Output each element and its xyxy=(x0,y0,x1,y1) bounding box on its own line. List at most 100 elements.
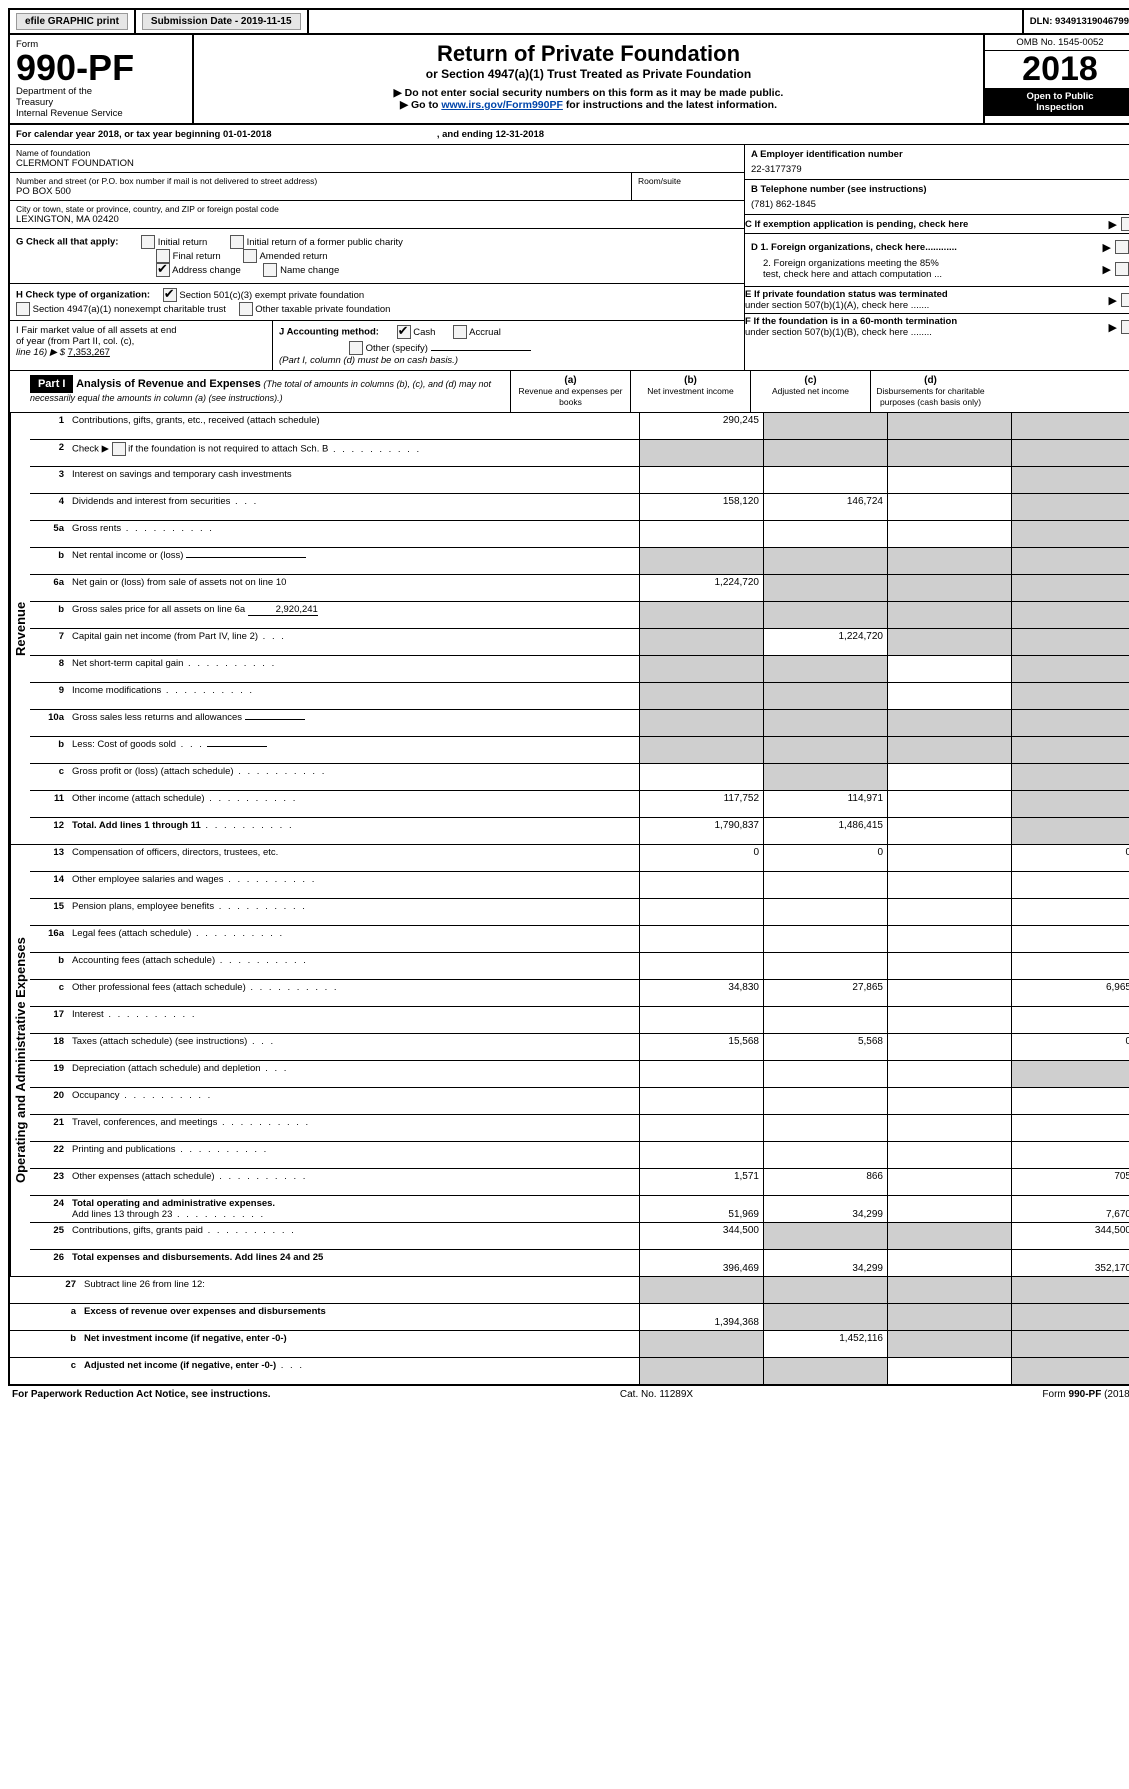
note-2-post: for instructions and the latest informat… xyxy=(566,99,777,111)
e2: under section 507(b)(1)(A), check here .… xyxy=(745,300,1105,311)
table-row: aExcess of revenue over expenses and dis… xyxy=(10,1304,1129,1331)
checkbox-f[interactable] xyxy=(1121,320,1129,334)
b-label: B Telephone number (see instructions) xyxy=(751,184,1129,195)
note-2-pre: ▶ Go to xyxy=(400,99,441,111)
h-501c3: Section 501(c)(3) exempt private foundat… xyxy=(179,290,364,301)
i-line2: of year (from Part II, col. (c), xyxy=(16,336,266,347)
g-amended: Amended return xyxy=(259,251,327,262)
checkbox-other-method[interactable] xyxy=(349,341,363,355)
phone-value: (781) 862-1845 xyxy=(751,199,1129,210)
foundation-city: LEXINGTON, MA 02420 xyxy=(16,214,738,225)
col-d-2: Disbursements for charitable purposes (c… xyxy=(876,386,984,407)
table-row: 27Subtract line 26 from line 12: xyxy=(10,1277,1129,1304)
col-a-2: Revenue and expenses per books xyxy=(519,386,623,407)
calendar-year-line: For calendar year 2018, or tax year begi… xyxy=(10,125,1129,145)
checkbox-sch-b[interactable] xyxy=(112,442,126,456)
col-c-1: (c) xyxy=(804,375,816,386)
submission-date: Submission Date - 2019-11-15 xyxy=(142,13,301,30)
footer-left: For Paperwork Reduction Act Notice, see … xyxy=(12,1389,271,1400)
table-row: 4Dividends and interest from securities1… xyxy=(30,494,1129,521)
table-row: 17Interest xyxy=(30,1007,1129,1034)
g-initial: Initial return xyxy=(158,237,208,248)
part1-label: Part I xyxy=(30,375,74,393)
checkbox-name-change[interactable] xyxy=(263,263,277,277)
f1: F If the foundation is in a 60-month ter… xyxy=(745,316,1105,327)
table-row: cAdjusted net income (if negative, enter… xyxy=(10,1358,1129,1385)
checkbox-c[interactable] xyxy=(1121,217,1129,231)
table-row: 5aGross rents xyxy=(30,521,1129,548)
checkbox-initial-return[interactable] xyxy=(141,235,155,249)
j-other: Other (specify) xyxy=(366,343,428,354)
h-label: H Check type of organization: xyxy=(16,290,150,301)
arrow-icon: ▶ xyxy=(1109,218,1117,231)
expenses-section: Operating and Administrative Expenses 13… xyxy=(10,844,1129,1276)
table-row: 22Printing and publications xyxy=(30,1142,1129,1169)
g-address: Address change xyxy=(172,265,241,276)
table-row: 23Other expenses (attach schedule)1,5718… xyxy=(30,1169,1129,1196)
table-row: 6aNet gain or (loss) from sale of assets… xyxy=(30,575,1129,602)
table-row: 20Occupancy xyxy=(30,1088,1129,1115)
cal-mid: , and ending xyxy=(437,129,496,140)
table-row: 16aLegal fees (attach schedule) xyxy=(30,926,1129,953)
checkbox-d2[interactable] xyxy=(1115,262,1129,276)
table-row: 13Compensation of officers, directors, t… xyxy=(30,845,1129,872)
room-label: Room/suite xyxy=(638,176,738,186)
table-row: 25Contributions, gifts, grants paid344,5… xyxy=(30,1223,1129,1250)
checkbox-501c3[interactable] xyxy=(163,288,177,302)
c-label: C If exemption application is pending, c… xyxy=(745,219,1105,230)
revenue-label: Revenue xyxy=(10,413,30,844)
table-row: 2Check ▶ if the foundation is not requir… xyxy=(30,440,1129,467)
col-b-1: (b) xyxy=(684,375,697,386)
h-other: Other taxable private foundation xyxy=(255,304,390,315)
table-row: 7Capital gain net income (from Part IV, … xyxy=(30,629,1129,656)
col-b-2: Net investment income xyxy=(647,386,733,396)
checkbox-e[interactable] xyxy=(1121,293,1129,307)
i-line1: I Fair market value of all assets at end xyxy=(16,325,266,336)
cal-begin: 01-01-2018 xyxy=(223,129,272,140)
form-container: efile GRAPHIC print Submission Date - 20… xyxy=(8,8,1129,1386)
checkbox-amended-return[interactable] xyxy=(243,249,257,263)
table-row: 15Pension plans, employee benefits xyxy=(30,899,1129,926)
footer-right: Form 990-PF (2018) xyxy=(1042,1389,1129,1400)
table-row: 12Total. Add lines 1 through 111,790,837… xyxy=(30,818,1129,845)
checkbox-accrual[interactable] xyxy=(453,325,467,339)
h-4947: Section 4947(a)(1) nonexempt charitable … xyxy=(33,304,226,315)
checkbox-cash[interactable] xyxy=(397,325,411,339)
table-row: 19Depreciation (attach schedule) and dep… xyxy=(30,1061,1129,1088)
i-line3: line 16) ▶ $ xyxy=(16,347,65,358)
checkbox-other-taxable[interactable] xyxy=(239,302,253,316)
table-row: cGross profit or (loss) (attach schedule… xyxy=(30,764,1129,791)
efile-button[interactable]: efile GRAPHIC print xyxy=(16,13,128,30)
table-row: 8Net short-term capital gain xyxy=(30,656,1129,683)
line-27-section: 27Subtract line 26 from line 12: aExcess… xyxy=(10,1276,1129,1384)
g-name: Name change xyxy=(280,265,339,276)
dept-line3: Internal Revenue Service xyxy=(16,108,186,119)
form-number: 990-PF xyxy=(16,50,186,86)
top-bar: efile GRAPHIC print Submission Date - 20… xyxy=(10,10,1129,35)
foundation-name: CLERMONT FOUNDATION xyxy=(16,158,738,169)
j-cash: Cash xyxy=(413,327,435,338)
ein-value: 22-3177379 xyxy=(751,164,1129,175)
checkbox-address-change[interactable] xyxy=(156,263,170,277)
checkbox-4947[interactable] xyxy=(16,302,30,316)
table-row: 26Total expenses and disbursements. Add … xyxy=(30,1250,1129,1277)
fmv-value: 7,353,267 xyxy=(68,347,110,358)
expenses-label: Operating and Administrative Expenses xyxy=(10,845,30,1276)
footer-mid: Cat. No. 11289X xyxy=(620,1389,693,1400)
form-header: Form 990-PF Department of the Treasury I… xyxy=(10,35,1129,125)
part1-title: Analysis of Revenue and Expenses xyxy=(76,378,261,390)
checkbox-d1[interactable] xyxy=(1115,240,1129,254)
open-public-1: Open to Public xyxy=(989,91,1129,102)
table-row: bGross sales price for all assets on lin… xyxy=(30,602,1129,629)
a-label: A Employer identification number xyxy=(751,149,1129,160)
checkbox-initial-former[interactable] xyxy=(230,235,244,249)
j-label: J Accounting method: xyxy=(279,327,379,338)
open-public-2: Inspection xyxy=(989,102,1129,113)
table-row: cOther professional fees (attach schedul… xyxy=(30,980,1129,1007)
revenue-section: Revenue 1Contributions, gifts, grants, e… xyxy=(10,413,1129,844)
dept-line2: Treasury xyxy=(16,97,186,108)
table-row: 14Other employee salaries and wages xyxy=(30,872,1129,899)
instructions-link[interactable]: www.irs.gov/Form990PF xyxy=(441,99,563,111)
foundation-address: PO BOX 500 xyxy=(16,186,625,197)
d2b: test, check here and attach computation … xyxy=(763,269,1099,280)
